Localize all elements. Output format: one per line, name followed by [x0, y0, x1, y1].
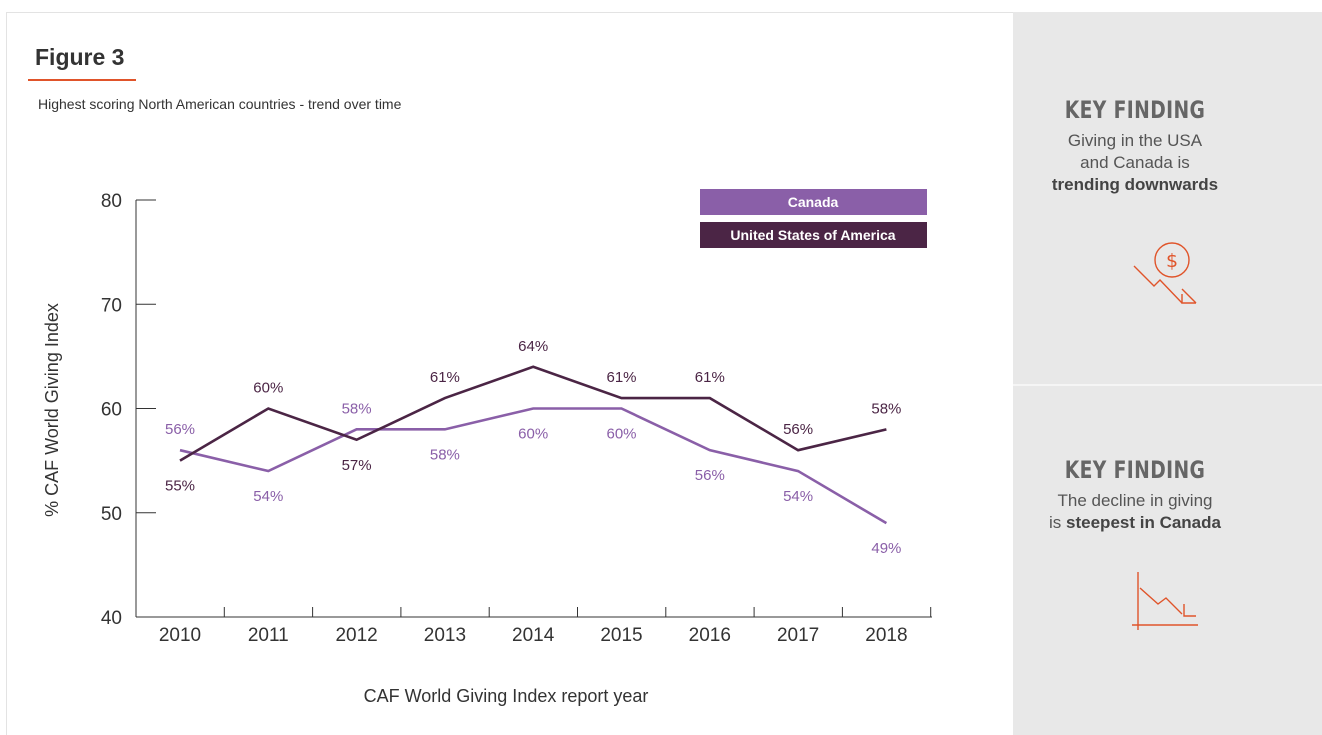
data-label-usa: 57%	[342, 457, 372, 474]
x-tick-label: 2010	[159, 625, 201, 646]
y-tick-label: 50	[101, 504, 122, 525]
data-label-canada: 56%	[695, 467, 725, 484]
figure-subtitle: Highest scoring North American countries…	[38, 96, 402, 112]
x-tick-label: 2013	[424, 625, 466, 646]
y-tick-label: 80	[101, 191, 122, 212]
line-chart-decline-icon	[1132, 572, 1198, 630]
data-label-canada: 54%	[253, 488, 283, 505]
data-label-canada: 58%	[430, 446, 460, 463]
data-label-canada: 54%	[783, 488, 813, 505]
legend-swatch-usa	[700, 222, 927, 248]
data-label-canada: 58%	[342, 400, 372, 417]
key-finding-1-text: Giving in the USA and Canada is trending…	[1013, 130, 1257, 196]
x-tick-label: 2018	[865, 625, 907, 646]
key-finding-2-text-line2: is	[1049, 513, 1062, 532]
y-tick-label: 70	[101, 295, 122, 316]
x-axis-title: CAF World Giving Index report year	[364, 686, 649, 706]
data-label-usa: 64%	[518, 338, 548, 355]
data-label-usa: 55%	[165, 478, 195, 495]
legend-label-canada: Canada	[788, 194, 839, 210]
key-finding-2-text-line1: The decline in giving	[1057, 491, 1213, 510]
key-finding-2-text: The decline in giving is steepest in Can…	[1013, 490, 1257, 534]
data-label-usa: 61%	[695, 369, 725, 386]
y-tick-label: 60	[101, 400, 122, 421]
series-line-usa	[179, 365, 887, 462]
data-label-canada: 60%	[606, 426, 636, 443]
x-tick-label: 2014	[512, 625, 555, 646]
svg-text:$: $	[1166, 250, 1178, 272]
line-chart: 40 50 60 70 80 2010 2011 2012 2013 2014 2015 2016 20…	[42, 189, 932, 706]
data-label-usa: 60%	[253, 380, 283, 397]
series-line-canada	[179, 407, 888, 525]
key-finding-1-text-line1: Giving in the USA	[1067, 131, 1203, 150]
x-tick-label: 2011	[248, 625, 289, 646]
key-findings-divider	[1013, 384, 1322, 386]
key-finding-1-title: KEY FINDING	[1064, 96, 1206, 124]
figure-title-underline	[28, 79, 136, 81]
key-finding-1-text-line2: and Canada is	[1080, 153, 1190, 172]
key-finding-2-text-bold: steepest in Canada	[1066, 513, 1221, 532]
x-tick-label: 2016	[689, 625, 731, 646]
key-finding-2-title: KEY FINDING	[1064, 456, 1206, 484]
data-label-canada: 60%	[518, 426, 548, 443]
x-tick-label: 2015	[600, 625, 642, 646]
data-label-usa: 61%	[606, 369, 636, 386]
dollar-decline-icon: $	[1133, 242, 1197, 304]
frame-top-border	[6, 12, 1322, 13]
x-tick-label: 2012	[335, 625, 377, 646]
frame-left-border	[6, 12, 7, 735]
y-tick-label: 40	[101, 608, 122, 629]
data-label-canada: 56%	[165, 421, 195, 438]
x-tick-label: 2017	[777, 625, 819, 646]
figure-title: Figure 3	[35, 44, 125, 70]
data-label-usa: 58%	[871, 400, 901, 417]
legend-label-usa: United States of America	[730, 227, 895, 243]
legend-swatch-canada	[700, 189, 927, 215]
data-label-usa: 61%	[430, 369, 460, 386]
key-finding-1: KEY FINDING Giving in the USA and Canada…	[1013, 96, 1257, 196]
data-label-usa: 56%	[783, 421, 813, 438]
key-findings-panel	[1013, 12, 1322, 735]
y-axis-title: % CAF World Giving Index	[42, 303, 62, 517]
key-finding-2: KEY FINDING The decline in giving is ste…	[1013, 456, 1257, 534]
key-finding-1-text-bold: trending downwards	[1051, 175, 1219, 194]
data-label-canada: 49%	[871, 540, 901, 557]
